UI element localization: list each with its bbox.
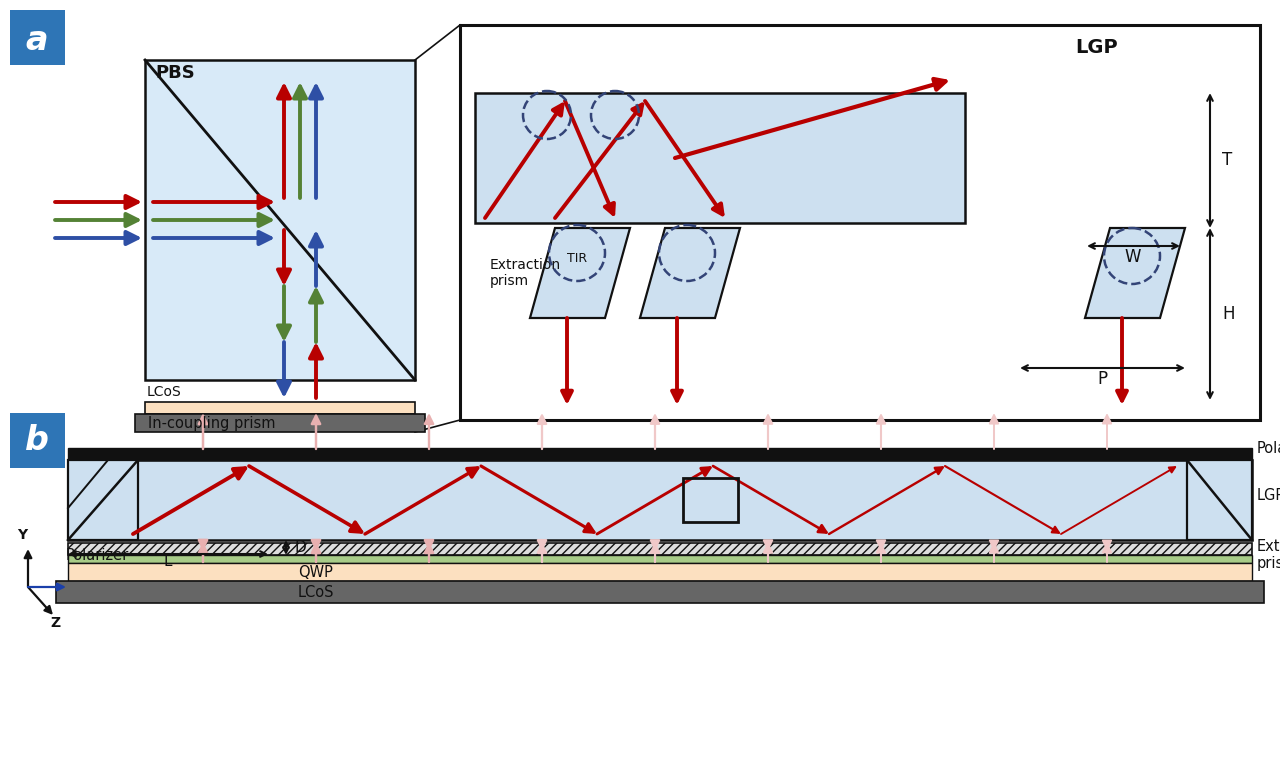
Bar: [134, 414, 425, 432]
Text: In-coupling prism: In-coupling prism: [148, 416, 275, 431]
Bar: [145, 60, 415, 380]
Bar: [68, 563, 1252, 581]
Bar: [68, 543, 1252, 555]
Text: QWP: QWP: [298, 565, 333, 580]
Bar: [475, 93, 965, 223]
Text: PBS: PBS: [155, 64, 195, 82]
Bar: [68, 448, 1252, 460]
Text: b: b: [26, 425, 49, 457]
Polygon shape: [640, 228, 740, 318]
Polygon shape: [530, 228, 630, 318]
Bar: [10, 10, 65, 65]
Bar: [460, 25, 1260, 420]
Text: Polarizer: Polarizer: [67, 548, 129, 563]
Bar: [56, 581, 1265, 603]
Text: X: X: [70, 586, 81, 600]
Text: Extraction
prisms: Extraction prisms: [1257, 538, 1280, 571]
Text: LGP: LGP: [1257, 488, 1280, 503]
Text: LCoS: LCoS: [147, 385, 182, 399]
Text: T: T: [1222, 151, 1233, 169]
Text: Polarizer: Polarizer: [1257, 441, 1280, 456]
Text: L: L: [164, 554, 173, 569]
Bar: [68, 555, 1252, 563]
Text: W: W: [1125, 248, 1142, 266]
Bar: [68, 460, 1252, 540]
Text: D: D: [294, 540, 307, 554]
Text: P: P: [1097, 370, 1107, 388]
Text: LCoS: LCoS: [298, 585, 334, 600]
Bar: [145, 402, 415, 414]
Text: Z: Z: [50, 616, 60, 630]
Bar: [10, 413, 65, 468]
Text: Y: Y: [17, 528, 27, 542]
Polygon shape: [1187, 460, 1252, 540]
Text: LGP: LGP: [1075, 38, 1117, 57]
Text: a: a: [26, 23, 49, 57]
Bar: [684, 478, 739, 522]
Polygon shape: [1085, 228, 1185, 318]
Text: Extraction
prism: Extraction prism: [490, 258, 561, 288]
Text: H: H: [1222, 305, 1234, 323]
Polygon shape: [68, 460, 138, 540]
Text: TIR: TIR: [567, 251, 588, 264]
